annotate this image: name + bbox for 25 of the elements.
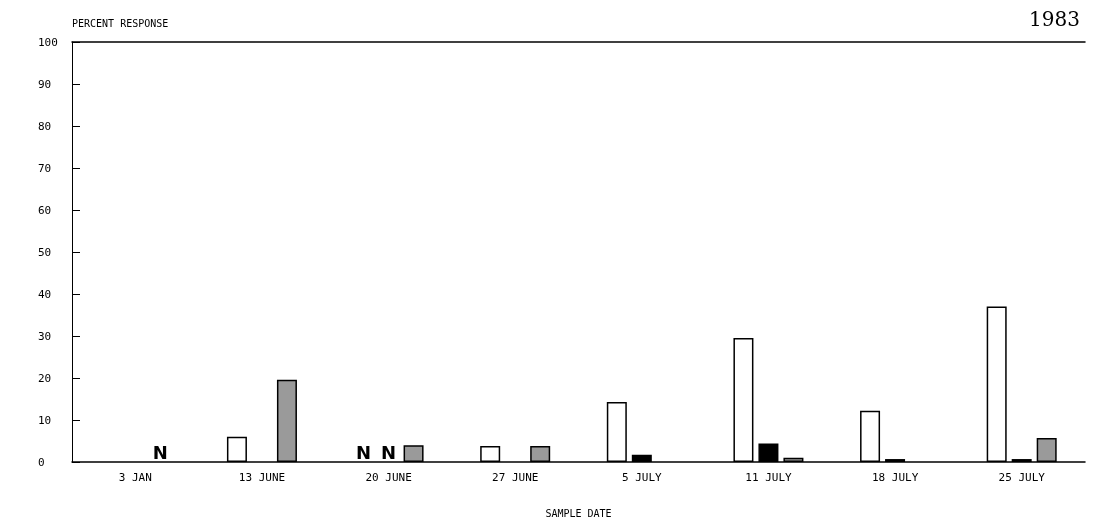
y-tick-label: 90 xyxy=(38,77,52,91)
y-tick-label: 60 xyxy=(38,203,52,217)
text: N xyxy=(356,441,372,463)
y-axis-title: PERCENT RESPONSE xyxy=(72,17,169,29)
y-tick-label: 100 xyxy=(38,35,58,49)
y-tick-label: 40 xyxy=(38,287,52,301)
x-tick-label: 5 JULY xyxy=(621,471,663,484)
y-tick-label: 50 xyxy=(38,245,52,259)
x-tick-label: 3 JAN xyxy=(118,471,152,484)
text: N xyxy=(381,441,397,463)
y-tick-label: 80 xyxy=(38,119,52,133)
x-tick-label: 18 JULY xyxy=(871,471,919,484)
y-tick-label: 70 xyxy=(38,161,52,175)
y-tick-label: 30 xyxy=(38,329,52,343)
text: N xyxy=(152,441,168,463)
x-tick-label: 13 JUNE xyxy=(238,471,286,484)
x-tick-label: 11 JULY xyxy=(745,471,792,484)
x-axis-title: SAMPLE DATE xyxy=(545,507,612,519)
x-tick-label: 20 JUNE xyxy=(365,471,412,484)
y-tick-label: 0 xyxy=(38,455,45,469)
y-tick-label: 20 xyxy=(38,371,52,385)
x-tick-label: 27 JUNE xyxy=(492,471,539,484)
y-tick-label: 10 xyxy=(38,413,52,427)
x-tick-label: 25 JULY xyxy=(998,471,1046,484)
chart-title: 1983 xyxy=(1029,7,1081,31)
